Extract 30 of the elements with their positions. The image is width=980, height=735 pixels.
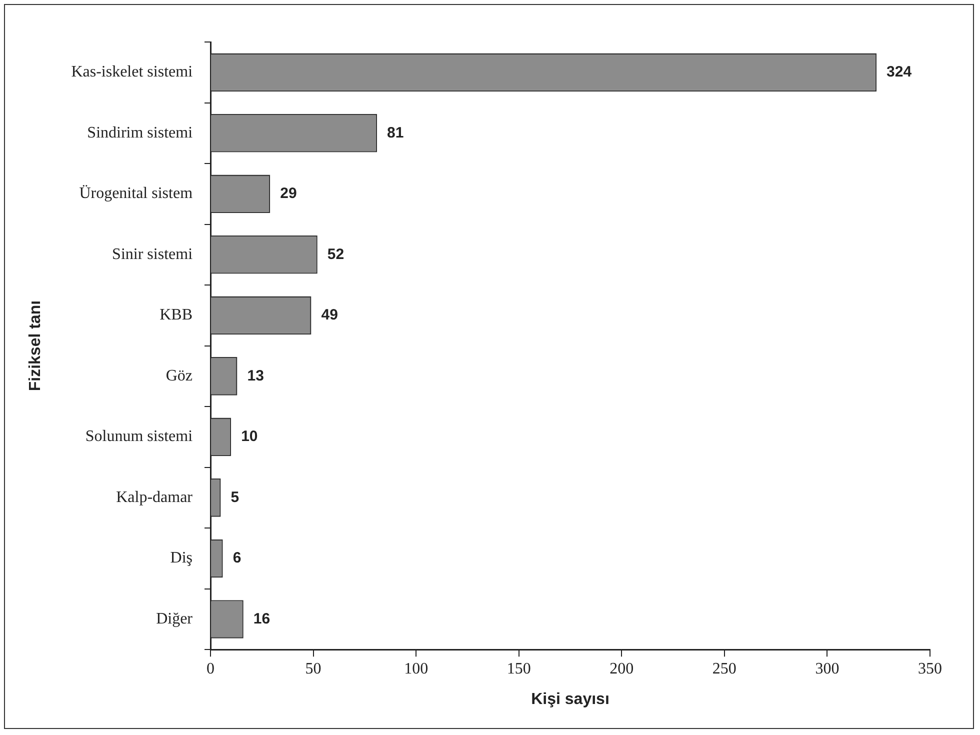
y-tick-label: KBB xyxy=(160,306,193,324)
x-axis-title: Kişi sayısı xyxy=(531,690,610,708)
y-tick-label: Diş xyxy=(170,550,193,567)
data-label: 16 xyxy=(253,610,270,628)
y-tick-label: Kas-iskelet sistemi xyxy=(71,64,194,81)
y-axis-title: Fiziksel tanı xyxy=(27,300,44,392)
data-label: 5 xyxy=(230,488,240,506)
y-tick-label: Ürogenital sistem xyxy=(79,185,194,202)
y-tick-label: Kalp-damar xyxy=(116,488,194,506)
y-tick-label: Diğer xyxy=(156,610,194,628)
x-tick-label: 150 xyxy=(506,660,531,678)
x-tick-label: 350 xyxy=(918,660,942,678)
x-tick-label: 250 xyxy=(712,660,736,678)
data-label: 29 xyxy=(280,185,297,202)
y-tick-label: Sindirim sistemi xyxy=(87,124,194,142)
x-tick-label: 0 xyxy=(206,660,215,678)
data-label: 81 xyxy=(387,124,404,142)
x-tick-label: 50 xyxy=(305,660,322,678)
data-label: 10 xyxy=(241,428,258,446)
data-label: 13 xyxy=(247,367,264,384)
y-tick-label: Sinir sistemi xyxy=(112,246,194,263)
data-label: 52 xyxy=(327,246,344,263)
data-label: 6 xyxy=(232,550,242,567)
x-tick-label: 200 xyxy=(610,660,634,678)
data-label: 49 xyxy=(321,306,338,324)
x-tick-label: 300 xyxy=(815,660,840,678)
y-tick-label: Solunum sistemi xyxy=(85,428,194,446)
y-tick-label: Göz xyxy=(166,367,193,384)
data-label: 324 xyxy=(886,64,912,81)
x-tick-label: 100 xyxy=(404,660,428,678)
